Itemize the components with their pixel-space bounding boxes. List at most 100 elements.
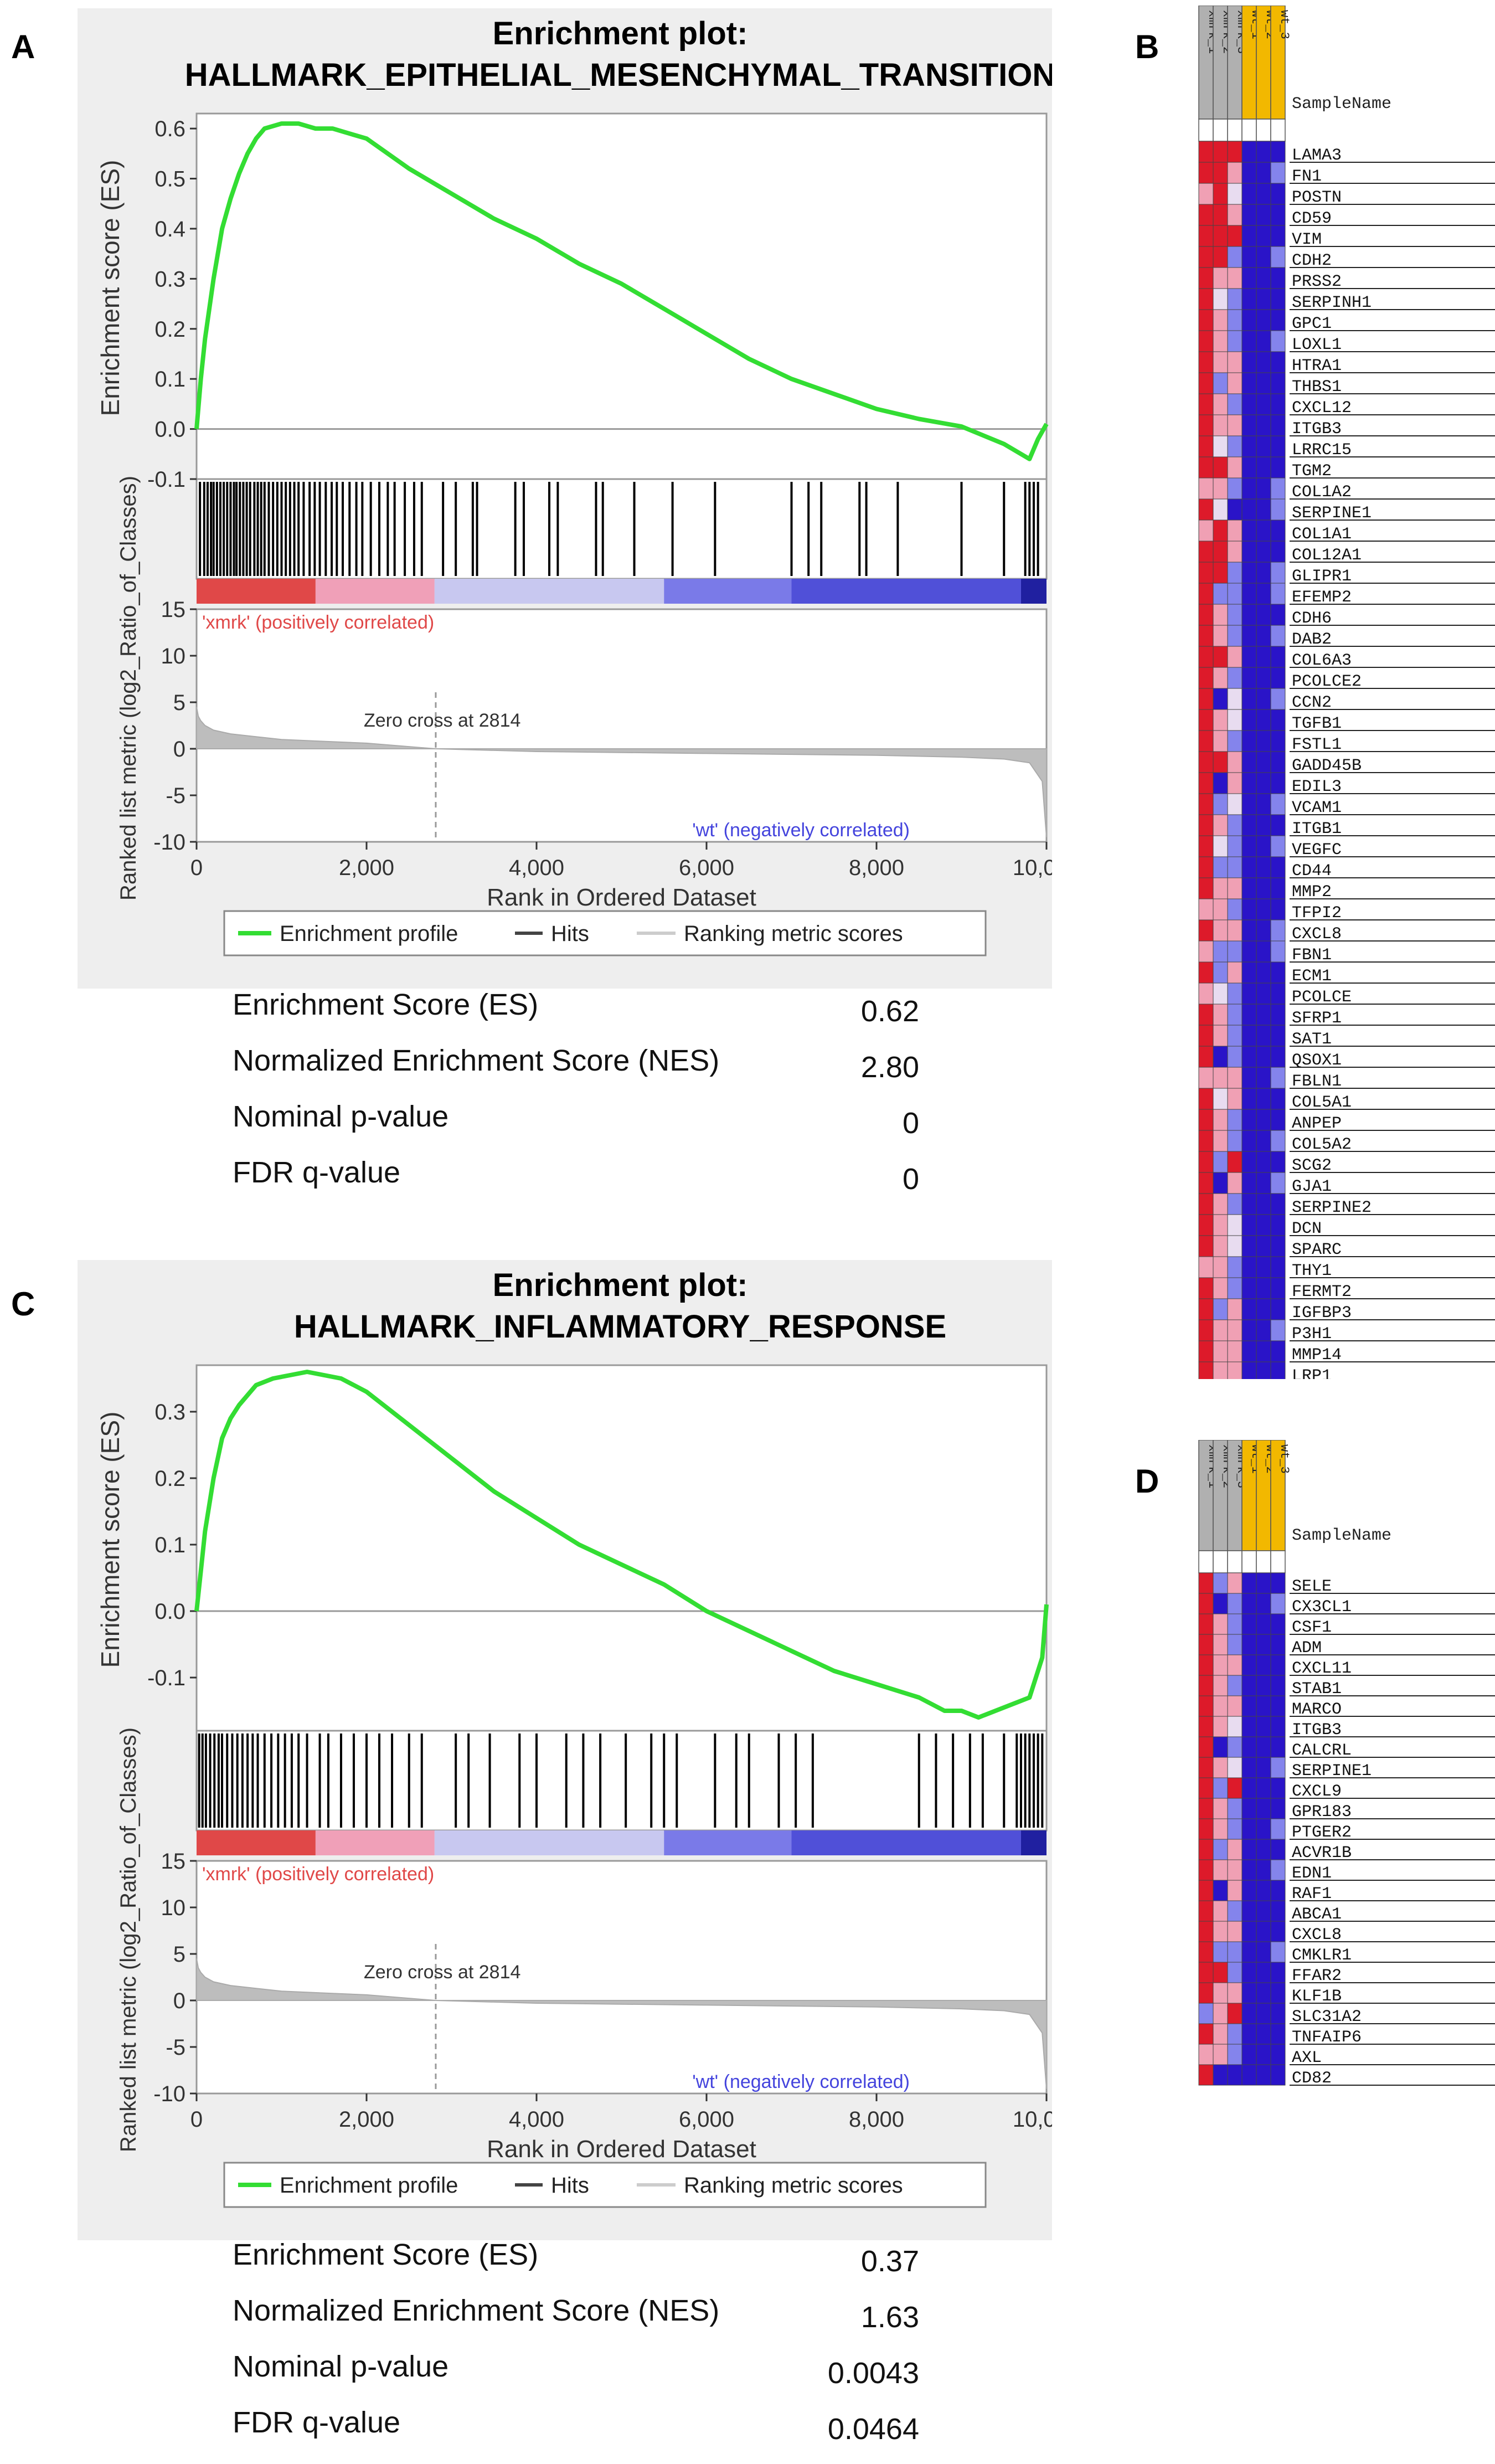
heatmap-cell <box>1270 940 1286 963</box>
heatmap-cell <box>1227 1109 1243 1131</box>
heatmap-cell <box>1270 1716 1286 1737</box>
heatmap-cell <box>1198 898 1214 920</box>
heatmap-cell <box>1241 246 1257 268</box>
heatmap-cell <box>1227 498 1243 521</box>
heatmap-cell <box>1270 1593 1286 1614</box>
heatmap-cell <box>1256 835 1271 857</box>
heatmap-cell <box>1198 1941 1214 1963</box>
heatmap-cell <box>1227 646 1243 668</box>
heatmap-cell <box>1213 2064 1228 2086</box>
heatmap-cell <box>1227 1046 1243 1068</box>
heatmap-cell <box>1270 204 1286 226</box>
heatmap-cell <box>1198 688 1214 710</box>
heatmap-cell <box>1198 1859 1214 1881</box>
heatmap-cell <box>1241 1214 1257 1236</box>
heatmap-cell <box>1213 1716 1228 1737</box>
heatmap-cell <box>1256 1941 1271 1963</box>
heatmap-cell <box>1270 477 1286 500</box>
heatmap-cell <box>1213 1777 1228 1799</box>
heatmap-cell <box>1241 1757 1257 1778</box>
heatmap-cell <box>1227 1695 1243 1717</box>
heatmap-cell <box>1213 898 1228 920</box>
metric-tick-label: 0 <box>173 737 185 762</box>
heatmap-cell <box>1213 835 1228 857</box>
heatmap-cell <box>1227 414 1243 436</box>
legend-metric-label: Ranking metric scores <box>684 2173 903 2198</box>
heatmap-cell <box>1227 751 1243 773</box>
heatmap-cell <box>1270 1941 1286 1963</box>
enrichment-plot-emt: Enrichment plot: HALLMARK_EPITHELIAL_MESE… <box>78 8 1052 989</box>
heatmap-cell <box>1198 1839 1214 1860</box>
heatmap-cell <box>1213 1839 1228 1860</box>
heatmap-cell <box>1241 1319 1257 1341</box>
heatmap-cell <box>1213 1172 1228 1194</box>
heatmap-cell <box>1198 1962 1214 1983</box>
gene-label: CD59 <box>1292 209 1332 228</box>
heatmap-cell <box>1270 1340 1286 1362</box>
sample-header-cell <box>1270 1440 1286 1551</box>
heatmap-cell <box>1241 856 1257 878</box>
heatmap-cell <box>1241 667 1257 689</box>
heatmap-cell <box>1270 898 1286 920</box>
plot-title: Enrichment plot: <box>493 16 748 52</box>
heatmap-cell <box>1256 1025 1271 1047</box>
gene-label: MARCO <box>1292 1700 1342 1719</box>
heatmap-cell <box>1198 1798 1214 1819</box>
legend-box <box>223 910 987 956</box>
heatmap-cell <box>1213 309 1228 331</box>
heatmap-cell <box>1213 625 1228 647</box>
x-tick-label: 10,000 <box>1013 2107 1052 2132</box>
heatmap-cell <box>1227 330 1243 352</box>
heatmap-cell <box>1227 688 1243 710</box>
heatmap-cell <box>1213 1798 1228 1819</box>
heatmap-cell <box>1256 2023 1271 2045</box>
heatmap-cell <box>1227 625 1243 647</box>
heatmap-cell <box>1213 1361 1228 1379</box>
heatmap-cell <box>1198 667 1214 689</box>
sample-name-header: SampleName <box>1292 95 1391 114</box>
heatmap-cell <box>1227 709 1243 731</box>
heatmap-cell <box>1270 1067 1286 1089</box>
gene-label: SAT1 <box>1292 1030 1332 1049</box>
heatmap-cell <box>1270 1025 1286 1047</box>
sample-header-spacer <box>1227 119 1243 142</box>
x-tick-label: 8,000 <box>849 2107 904 2132</box>
heatmap-cell <box>1198 372 1214 394</box>
heatmap-cell <box>1227 667 1243 689</box>
heatmap-cell <box>1198 246 1214 268</box>
heatmap-cell <box>1213 772 1228 794</box>
heatmap-cell <box>1241 646 1257 668</box>
heatmap-cell <box>1213 730 1228 752</box>
heatmap-cell <box>1256 1340 1271 1362</box>
heatmap-cell <box>1256 1880 1271 1901</box>
heatmap-cell <box>1270 372 1286 394</box>
es-tick-label: 0.3 <box>154 267 185 291</box>
metric-axis-label: Ranked list metric (log2_Ratio_of_Classe… <box>116 1727 141 2152</box>
heatmap-cell <box>1256 477 1271 500</box>
gene-label: CD44 <box>1292 862 1332 881</box>
heatmap-cell <box>1270 919 1286 942</box>
heatmap-cell <box>1198 856 1214 878</box>
heatmap-cell <box>1270 583 1286 605</box>
gene-label: LRP1 <box>1292 1367 1332 1379</box>
heatmap-cell <box>1227 1593 1243 1614</box>
heatmap-cell <box>1241 751 1257 773</box>
heatmap-cell <box>1198 1880 1214 1901</box>
heatmap-cell <box>1270 1736 1286 1758</box>
heatmap-cell <box>1227 919 1243 942</box>
heatmap-cell <box>1256 204 1271 226</box>
heatmap-cell <box>1270 225 1286 247</box>
heatmap-cell <box>1256 1193 1271 1215</box>
heatmap-cell <box>1198 2003 1214 2024</box>
heatmap-cell <box>1227 309 1243 331</box>
gene-label: COL1A1 <box>1292 525 1352 544</box>
heatmap-cell <box>1270 1004 1286 1026</box>
gene-label: CCN2 <box>1292 693 1332 712</box>
heatmap-cell <box>1213 1256 1228 1278</box>
ranking-metric-area <box>196 1958 1047 2089</box>
gene-label: SPARC <box>1292 1241 1342 1259</box>
color-bar-segment <box>197 579 316 604</box>
heatmap-cell <box>1198 1193 1214 1215</box>
metric-tick-label: 15 <box>161 598 186 622</box>
heatmap-cell <box>1213 1067 1228 1089</box>
